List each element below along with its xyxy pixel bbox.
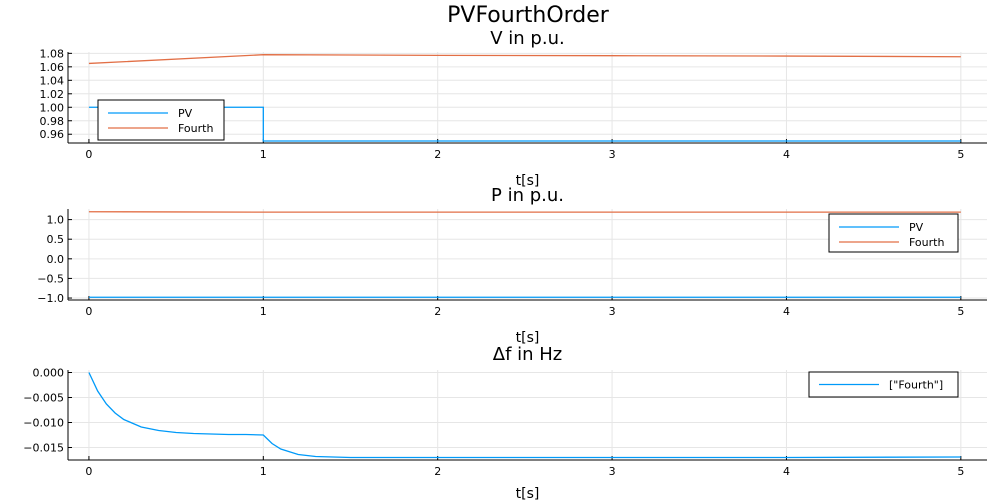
legend: PV Fourth — [828, 213, 959, 253]
x-tick-label: 3 — [609, 465, 616, 478]
x-tick-label: 4 — [783, 148, 790, 161]
x-axis-label: t[s] — [516, 330, 540, 346]
x-tick-label: 2 — [434, 465, 441, 478]
x-tick-label: 5 — [957, 465, 964, 478]
x-tick-label: 5 — [957, 148, 964, 161]
x-tick-label: 2 — [434, 148, 441, 161]
x-axis-label: t[s] — [516, 173, 540, 189]
legend-label: PV — [909, 221, 924, 234]
y-tick-label: −0.010 — [23, 417, 64, 430]
x-tick-label: 0 — [85, 465, 92, 478]
x-tick-label: 3 — [609, 148, 616, 161]
legend-label: PV — [178, 107, 193, 120]
y-tick-label: 1.06 — [40, 61, 65, 74]
y-tick-label: 0.0 — [47, 253, 65, 266]
y-tick-label: −0.5 — [37, 272, 64, 285]
legend: PV Fourth — [97, 99, 225, 141]
series-line-fourth — [88, 372, 961, 459]
y-tick-label: 1.00 — [40, 101, 65, 114]
y-tick-label: 0.96 — [40, 128, 65, 141]
x-axis-label: t[s] — [516, 486, 540, 500]
x-tick-label: 3 — [609, 305, 616, 318]
legend: ["Fourth"] — [808, 371, 959, 398]
x-tick-label: 0 — [85, 148, 92, 161]
subplot-title: Δf in Hz — [493, 344, 563, 365]
y-tick-label: 1.02 — [40, 88, 65, 101]
y-tick-label: 0.000 — [33, 367, 65, 380]
x-tick-label: 0 — [85, 305, 92, 318]
legend-label: Fourth — [909, 236, 944, 249]
figure-title: PVFourthOrder — [447, 3, 610, 28]
y-tick-label: 1.0 — [47, 214, 65, 227]
legend-box — [828, 213, 959, 253]
x-tick-label: 1 — [260, 148, 267, 161]
y-tick-label: 1.04 — [40, 74, 65, 87]
y-tick-label: 1.08 — [40, 47, 65, 60]
x-tick-label: 1 — [260, 465, 267, 478]
subplot-3: Δf in Hz 0 1 2 3 4 5 −0.015 −0.010 −0.005 0.000 t[s… — [23, 344, 987, 500]
subplot-2: P in p.u. 0 1 2 3 4 5 −1.0 −0.5 0.0 0.5 1.0 t[s] PV Fo… — [37, 185, 987, 346]
subplot-title: P in p.u. — [491, 185, 564, 206]
subplot-title: V in p.u. — [490, 28, 564, 49]
subplot-1: V in p.u. 0 1 2 3 4 5 0.960.981.001.021.041.061… — [40, 28, 987, 189]
legend-label: Fourth — [178, 122, 213, 135]
x-tick-label: 2 — [434, 305, 441, 318]
legend-label: ["Fourth"] — [889, 379, 943, 392]
y-tick-label: −0.005 — [23, 392, 64, 405]
y-tick-label: 0.5 — [47, 233, 65, 246]
x-tick-label: 5 — [957, 305, 964, 318]
y-tick-label: −0.015 — [23, 442, 64, 455]
x-tick-label: 1 — [260, 305, 267, 318]
x-tick-label: 4 — [783, 305, 790, 318]
x-tick-label: 4 — [783, 465, 790, 478]
y-tick-label: 0.98 — [40, 115, 65, 128]
y-tick-label: −1.0 — [37, 292, 64, 305]
series-line-fourth — [88, 54, 961, 65]
legend-box — [97, 99, 225, 141]
